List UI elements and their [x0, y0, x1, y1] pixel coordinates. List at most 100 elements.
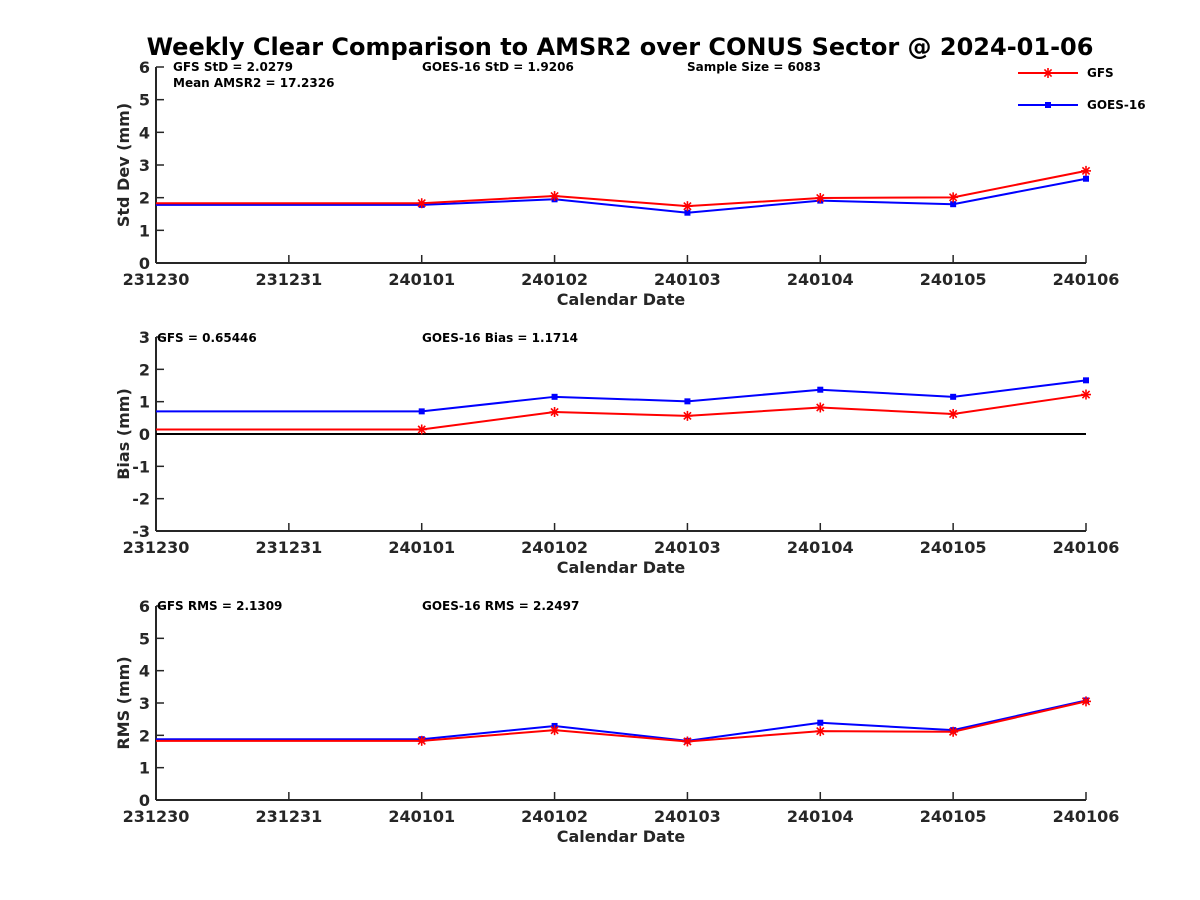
gfs-point: [549, 407, 560, 418]
legend-item-goes-16: GOES-16: [1018, 98, 1146, 112]
gfs-point: [682, 201, 693, 212]
gfs-point: [948, 192, 959, 203]
x-axis-label: Calendar Date: [557, 290, 686, 309]
stat-annotation: GFS StD = 2.0279: [173, 60, 293, 74]
y-tick-label: 6: [139, 597, 150, 616]
gfs-point: [416, 735, 427, 746]
goes-16-point: [1083, 175, 1089, 182]
y-tick-label: 4: [139, 662, 150, 681]
stat-annotation: GOES-16 Bias = 1.1714: [422, 331, 578, 345]
x-axis-label: Calendar Date: [557, 558, 686, 577]
x-tick-label: 240104: [787, 538, 854, 557]
y-tick-label: 3: [139, 694, 150, 713]
x-tick-label: 240103: [654, 807, 721, 826]
series-line-goes-16: [156, 379, 1087, 413]
x-tick-label: 231231: [255, 538, 322, 557]
figure-title: Weekly Clear Comparison to AMSR2 over CO…: [147, 33, 1094, 61]
goes-16-point: [551, 393, 558, 400]
stat-annotation: GFS = 0.65446: [157, 331, 257, 345]
rms-panel: 0 1 2 3 4 5 6 231230 231231 240101 240102 240103 240…: [114, 597, 1119, 846]
x-tick-label: 240105: [920, 270, 987, 289]
x-tick-label: 240106: [1053, 270, 1120, 289]
stat-annotation: GFS RMS = 2.1309: [157, 599, 282, 613]
y-tick-label: -3: [132, 522, 150, 541]
gfs-point: [815, 402, 826, 413]
y-tick-label: 3: [139, 328, 150, 347]
stat-annotation: Sample Size = 6083: [687, 60, 821, 74]
series-line-goes-16: [156, 699, 1087, 742]
goes-16-point: [418, 408, 425, 415]
y-axis-label: RMS (mm): [114, 656, 133, 749]
gfs-point: [948, 726, 959, 737]
x-tick-label: 240106: [1053, 807, 1120, 826]
y-tick-label: 0: [139, 254, 150, 273]
x-tick-label: 240102: [521, 807, 588, 826]
stat-annotation: GOES-16 StD = 1.9206: [422, 60, 574, 74]
series-line-goes-16: [156, 177, 1087, 214]
gfs-point: [948, 408, 959, 419]
x-tick-label: 240102: [521, 270, 588, 289]
gfs-point: [815, 726, 826, 737]
x-tick-label: 231230: [123, 538, 190, 557]
gfs-point: [1081, 389, 1091, 400]
y-tick-label: 2: [139, 360, 150, 379]
y-tick-label: 1: [139, 221, 150, 240]
gfs-point: [815, 192, 826, 203]
y-tick-label: 1: [139, 393, 150, 412]
legend: GFS GOES-16: [1018, 66, 1146, 112]
y-axis-label: Bias (mm): [114, 388, 133, 480]
y-tick-label: 2: [139, 726, 150, 745]
x-tick-label: 231231: [255, 270, 322, 289]
goes-16-point: [950, 201, 957, 208]
y-axis-label: Std Dev (mm): [114, 103, 133, 227]
y-tick-label: 1: [139, 759, 150, 778]
goes-16-point: [950, 393, 957, 400]
goes-16-point: [684, 398, 691, 405]
bias-panel: -3 -2 -1 0 1 2 3 231230 231231 240101 240102 240103…: [114, 328, 1119, 577]
std-dev-panel: 0 1 2 3 4 5 6 231230 231231 240101 240102 240103 240…: [114, 58, 1119, 309]
x-tick-label: 240101: [388, 807, 455, 826]
goes-16-point: [817, 719, 824, 726]
x-tick-label: 240102: [521, 538, 588, 557]
x-tick-label: 231231: [255, 807, 322, 826]
y-tick-label: 5: [139, 629, 150, 648]
gfs-point: [549, 191, 560, 202]
gfs-point: [416, 198, 427, 209]
legend-marker: [1045, 102, 1051, 108]
y-tick-label: 0: [139, 791, 150, 810]
series-line-gfs: [156, 700, 1087, 743]
series-line-gfs: [156, 169, 1087, 208]
gfs-point: [549, 725, 560, 736]
y-tick-label: -2: [132, 490, 150, 509]
y-tick-label: 5: [139, 91, 150, 110]
goes-16-point: [684, 209, 691, 216]
x-tick-label: 240104: [787, 807, 854, 826]
goes-16-point: [817, 386, 824, 393]
gfs-point: [1081, 165, 1091, 176]
x-tick-label: 231230: [123, 807, 190, 826]
y-tick-label: 6: [139, 58, 150, 77]
x-tick-label: 231230: [123, 270, 190, 289]
stat-annotation: Mean AMSR2 = 17.2326: [173, 76, 334, 90]
legend-label: GFS: [1087, 66, 1114, 80]
gfs-point: [682, 410, 693, 421]
x-axis-label: Calendar Date: [557, 827, 686, 846]
legend-label: GOES-16: [1087, 98, 1146, 112]
x-tick-label: 240103: [654, 538, 721, 557]
gfs-point: [1081, 696, 1091, 707]
x-tick-label: 240105: [920, 807, 987, 826]
goes-16-point: [1083, 377, 1089, 384]
y-tick-label: 0: [139, 425, 150, 444]
y-tick-label: 3: [139, 156, 150, 175]
y-tick-label: 4: [139, 123, 150, 142]
x-tick-label: 240105: [920, 538, 987, 557]
y-tick-label: 2: [139, 189, 150, 208]
x-tick-label: 240101: [388, 538, 455, 557]
legend-marker: [1043, 68, 1053, 78]
y-tick-label: -1: [132, 457, 150, 476]
stat-annotation: GOES-16 RMS = 2.2497: [422, 599, 579, 613]
x-tick-label: 240104: [787, 270, 854, 289]
x-tick-label: 240101: [388, 270, 455, 289]
gfs-point: [416, 424, 427, 435]
